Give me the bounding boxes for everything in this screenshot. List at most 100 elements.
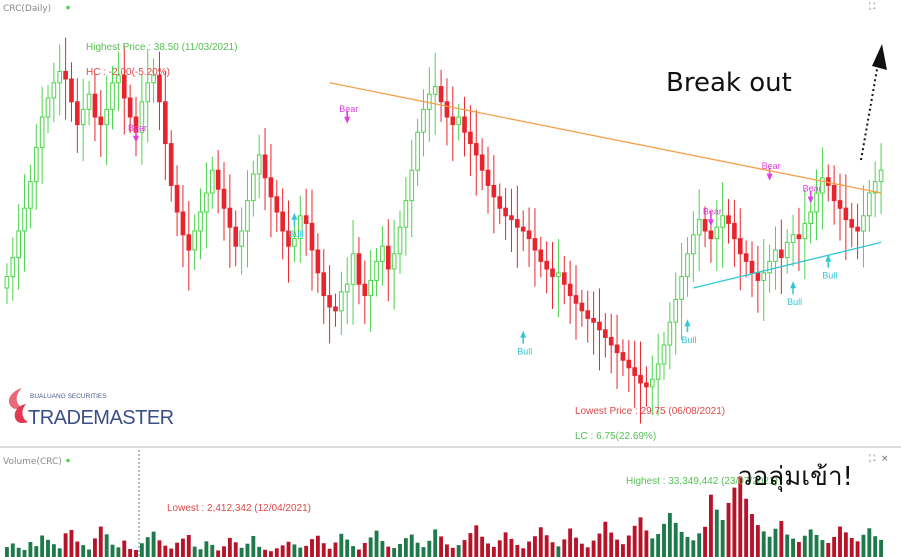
candle-body: [837, 200, 843, 209]
volume-bar: [222, 546, 226, 557]
candle-body: [473, 143, 479, 156]
candle-body: [286, 230, 291, 247]
volume-bar: [327, 548, 332, 557]
candle-body: [421, 108, 426, 133]
candle-body: [233, 226, 239, 247]
volume-bar: [63, 533, 68, 557]
candle-body: [4, 276, 10, 289]
volume-bar: [186, 535, 191, 557]
candle-body: [10, 257, 16, 278]
candle-body: [409, 169, 415, 202]
candle-body: [292, 238, 297, 247]
candle-body: [180, 211, 186, 236]
candle-body: [679, 276, 684, 300]
volume-bar: [714, 509, 719, 557]
breakout-annotation: Break out: [666, 68, 792, 98]
volume-lowest-label: Lowest : 2,412,342 (12/04/2021): [167, 503, 311, 514]
volume-bar: [433, 529, 438, 557]
candle-body: [33, 146, 39, 183]
candle-body: [872, 181, 878, 194]
candle-body: [544, 260, 549, 270]
volume-bar: [456, 545, 461, 557]
volume-bar: [439, 536, 444, 557]
volume-bar: [491, 546, 496, 557]
candle-body: [380, 245, 385, 262]
volume-bar: [392, 548, 397, 557]
volume-bar: [808, 529, 813, 557]
candle-body: [16, 230, 21, 259]
candle-body: [45, 97, 51, 118]
hc-label: HC : -2.00(-5.20%): [86, 67, 170, 78]
volume-bar: [826, 542, 831, 557]
volume-bar: [251, 535, 256, 557]
candle-body: [655, 363, 661, 380]
volume-bar: [216, 550, 221, 557]
candle-body: [368, 279, 373, 297]
volume-bar: [685, 536, 690, 557]
candle-body: [215, 169, 221, 190]
breakout-arrow: [860, 44, 887, 161]
maximize-icon[interactable]: ⛶: [868, 1, 876, 12]
volume-bar: [480, 536, 485, 557]
volume-bar: [245, 543, 250, 557]
volume-bar: [509, 538, 514, 557]
volume-bar: [298, 547, 303, 557]
volume-bar: [867, 528, 872, 557]
volume-bar: [151, 531, 156, 557]
volume-bar: [310, 539, 314, 557]
volume-bar: [239, 547, 244, 557]
bear-arrow-icon: [766, 173, 773, 181]
candle-body: [761, 272, 767, 281]
price-panel-title: CRC(Daily): [3, 4, 51, 14]
volume-bar: [497, 540, 502, 557]
volume-highest-label: Highest : 33,349,442 (23/07/2021): [626, 476, 778, 487]
volume-bar: [403, 538, 408, 557]
candle-body: [204, 192, 209, 213]
volume-bar: [110, 544, 115, 557]
volume-bar: [40, 535, 45, 557]
candle-body: [344, 283, 350, 293]
candle-body: [538, 249, 544, 262]
candle-body: [726, 215, 731, 224]
volume-bar: [802, 535, 807, 557]
candle-body: [432, 86, 438, 95]
candle-body: [327, 295, 332, 308]
candle-body: [145, 82, 151, 103]
candle-body: [444, 101, 450, 118]
volume-bar: [450, 547, 455, 557]
volume-bar: [626, 535, 631, 557]
volume-bar: [421, 547, 426, 557]
bear-arrow-icon: [807, 196, 814, 204]
candle-body: [163, 101, 168, 145]
maximize-icon[interactable]: ⛶: [868, 453, 876, 464]
volume-bar: [744, 498, 749, 557]
volume-bar: [192, 546, 197, 557]
candle-body: [603, 329, 608, 338]
volume-bar: [755, 525, 760, 557]
volume-bar: [503, 532, 508, 557]
candle-body: [708, 230, 714, 240]
candle-body: [356, 253, 362, 285]
title-dot: [66, 458, 70, 463]
close-icon[interactable]: ×: [881, 454, 889, 464]
candle-body: [303, 215, 309, 224]
volume-bar: [57, 548, 62, 557]
candle-body: [743, 253, 749, 262]
candle-body: [274, 196, 280, 213]
candle-body: [75, 101, 80, 126]
volume-plot: [4, 476, 884, 557]
candle-body: [227, 207, 233, 228]
volume-bar: [708, 494, 713, 557]
volume-bar: [838, 526, 842, 557]
candle-body: [98, 116, 104, 126]
candle-body: [116, 74, 121, 84]
candle-body: [151, 74, 156, 84]
volume-bar: [10, 543, 15, 557]
candle-body: [468, 131, 473, 145]
bear-arrow-icon: [344, 116, 351, 124]
candle-body: [620, 352, 626, 361]
volume-bar: [351, 546, 356, 557]
candle-body: [520, 226, 526, 232]
volume-bar: [814, 535, 819, 557]
volume-bar: [134, 549, 138, 557]
